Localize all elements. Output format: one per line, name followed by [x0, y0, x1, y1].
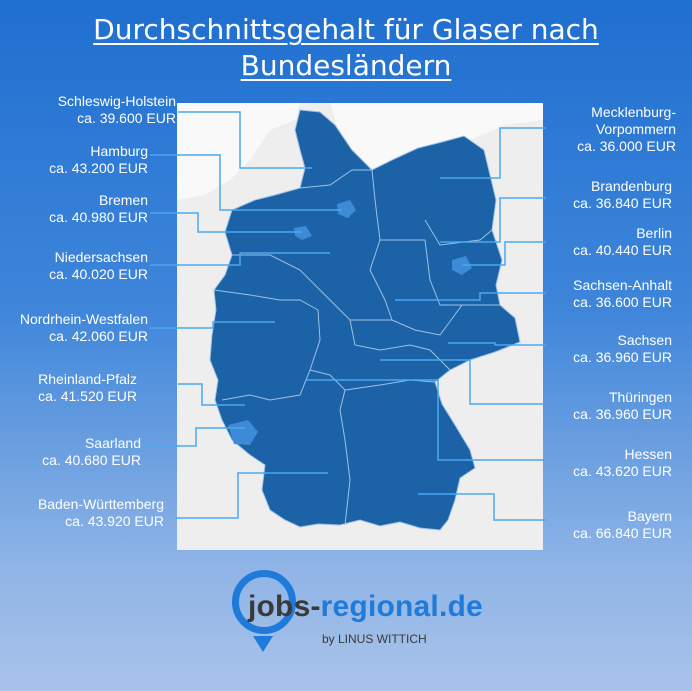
- state-name: Bayern: [627, 508, 672, 524]
- location-ring-icon: [232, 570, 296, 634]
- state-salary: ca. 36.000 EUR: [577, 138, 676, 154]
- label-berlin: Berlin ca. 40.440 EUR: [500, 225, 672, 259]
- state-name: Berlin: [636, 225, 672, 241]
- hamburg-shape: [337, 200, 356, 218]
- state-salary: ca. 40.980 EUR: [49, 209, 148, 225]
- label-brandenburg: Brandenburg ca. 36.840 EUR: [500, 178, 672, 212]
- label-niedersachsen: Niedersachsen ca. 40.020 EUR: [0, 249, 148, 283]
- label-sachsen: Sachsen ca. 36.960 EUR: [500, 332, 672, 366]
- jobs-regional-logo[interactable]: jobs-regional.de by LINUS WITTICH: [228, 566, 488, 676]
- title-line-1: Durchschnittsgehalt für Glaser nach: [93, 13, 599, 46]
- state-borders: [213, 169, 500, 526]
- label-bayern: Bayern ca. 66.840 EUR: [500, 508, 672, 542]
- state-name: Saarland: [84, 435, 141, 451]
- state-name: Bremen: [98, 192, 148, 208]
- label-nordrhein-westfalen: Nordrhein-Westfalen ca. 42.060 EUR: [0, 311, 148, 345]
- state-name-line-1: Mecklenburg-: [591, 104, 676, 120]
- state-salary: ca. 40.440 EUR: [573, 242, 672, 258]
- state-salary: ca. 43.620 EUR: [573, 463, 672, 479]
- baltic-sea: [330, 103, 543, 170]
- label-mecklenburg-vorpommern: Mecklenburg- Vorpommern ca. 36.000 EUR: [500, 104, 676, 155]
- state-name: Brandenburg: [591, 178, 672, 194]
- state-salary: ca. 36.960 EUR: [573, 406, 672, 422]
- state-name: Thüringen: [608, 389, 672, 405]
- state-name: Rheinland-Pfalz: [38, 371, 137, 387]
- label-sachsen-anhalt: Sachsen-Anhalt ca. 36.600 EUR: [500, 277, 672, 311]
- label-schleswig-holstein: Schleswig-Holstein ca. 39.600 EUR: [0, 93, 176, 127]
- state-salary: ca. 43.920 EUR: [65, 513, 164, 529]
- state-name: Sachsen: [617, 332, 672, 348]
- location-pin-icon: [253, 636, 273, 652]
- state-salary: ca. 42.060 EUR: [49, 328, 148, 344]
- label-baden-wuerttemberg: Baden-Württemberg ca. 43.920 EUR: [0, 496, 164, 530]
- state-name: Baden-Württemberg: [37, 496, 164, 512]
- state-name: Schleswig-Holstein: [57, 93, 176, 109]
- state-salary: ca. 40.020 EUR: [49, 266, 148, 282]
- logo-wordmark: jobs-regional.de: [248, 590, 483, 624]
- state-salary: ca. 40.680 EUR: [42, 452, 141, 468]
- state-name: Niedersachsen: [54, 249, 148, 265]
- state-salary: ca. 41.520 EUR: [38, 388, 137, 404]
- saarland-shape: [228, 420, 258, 445]
- state-salary: ca. 66.840 EUR: [573, 525, 672, 541]
- logo-byline: by LINUS WITTICH: [322, 632, 427, 646]
- title-line-2: Bundesländern: [240, 49, 452, 82]
- label-hessen: Hessen ca. 43.620 EUR: [500, 446, 672, 480]
- state-salary: ca. 39.600 EUR: [77, 110, 176, 126]
- state-name: Hamburg: [90, 143, 148, 159]
- state-name-line-2: Vorpommern: [595, 121, 676, 137]
- north-sea: [177, 103, 300, 200]
- logo-main: regional.de: [320, 590, 483, 623]
- state-name: Sachsen-Anhalt: [573, 277, 672, 293]
- label-thueringen: Thüringen ca. 36.960 EUR: [500, 389, 672, 423]
- state-salary: ca. 36.840 EUR: [573, 195, 672, 211]
- label-bremen: Bremen ca. 40.980 EUR: [0, 192, 148, 226]
- state-salary: ca. 36.960 EUR: [573, 349, 672, 365]
- state-salary: ca. 36.600 EUR: [573, 294, 672, 310]
- state-salary: ca. 43.200 EUR: [49, 160, 148, 176]
- label-hamburg: Hamburg ca. 43.200 EUR: [0, 143, 148, 177]
- label-rheinland-pfalz: Rheinland-Pfalz ca. 41.520 EUR: [0, 371, 137, 405]
- state-name: Nordrhein-Westfalen: [19, 311, 148, 327]
- page-title: Durchschnittsgehalt für Glaser nach Bund…: [0, 12, 692, 84]
- leader-lines: [148, 111, 546, 521]
- logo-prefix: jobs-: [248, 590, 321, 623]
- state-name: Hessen: [624, 446, 672, 462]
- bremen-shape: [294, 226, 312, 240]
- label-saarland: Saarland ca. 40.680 EUR: [0, 435, 141, 469]
